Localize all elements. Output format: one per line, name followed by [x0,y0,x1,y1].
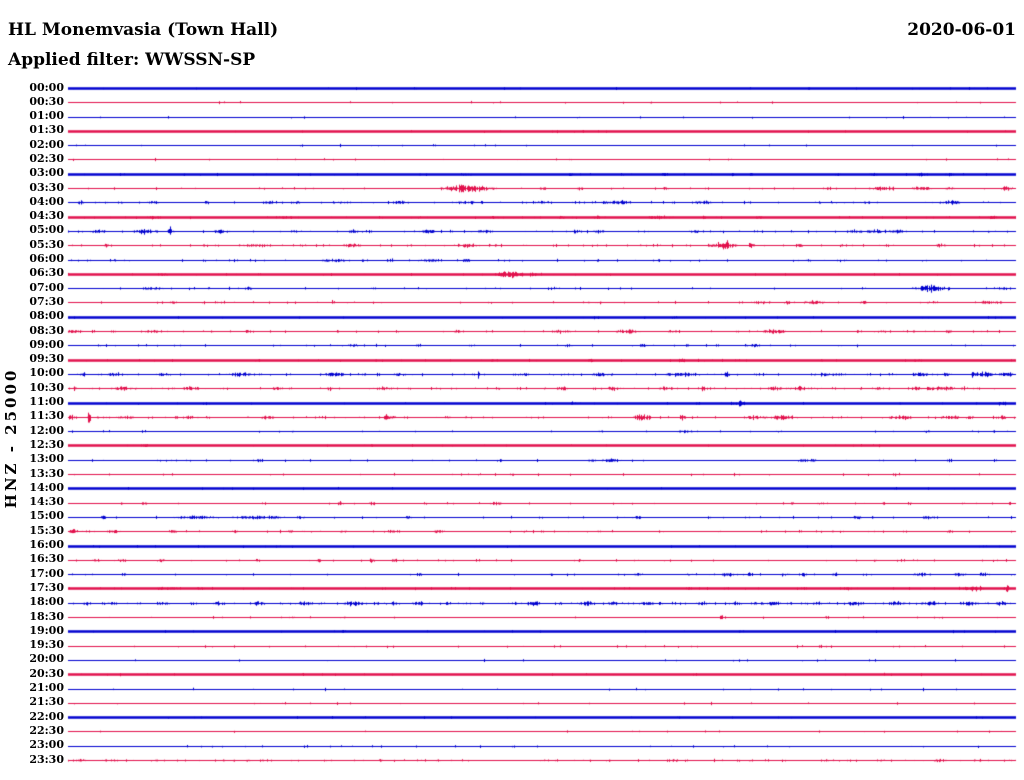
time-label: 00:30 [29,94,64,108]
time-label: 14:00 [29,480,64,494]
time-label: 19:30 [29,638,64,652]
time-label: 12:00 [29,423,64,437]
time-label: 03:30 [29,180,64,194]
time-label: 07:30 [29,294,64,308]
time-label: 21:30 [29,695,64,709]
time-label: 17:30 [29,580,64,594]
time-label: 05:30 [29,237,64,251]
time-label: 09:00 [29,337,64,351]
time-label: 04:00 [29,194,64,208]
time-label: 08:30 [29,323,64,337]
applied-filter-label: Applied filter: WWSSN-SP [8,50,256,70]
time-label: 06:00 [29,252,64,266]
time-label: 04:30 [29,209,64,223]
time-label: 22:30 [29,723,64,737]
record-date: 2020-06-01 [907,20,1016,40]
time-label: 01:30 [29,123,64,137]
time-label: 06:30 [29,266,64,280]
time-label: 10:30 [29,380,64,394]
time-label: 01:00 [29,109,64,123]
time-label: 13:30 [29,466,64,480]
time-label: 05:00 [29,223,64,237]
station-title: HL Monemvasia (Town Hall) [8,20,279,40]
time-label: 20:00 [29,652,64,666]
time-label: 15:00 [29,509,64,523]
time-label: 21:00 [29,681,64,694]
time-label: 07:00 [29,280,64,294]
time-label: 22:00 [29,709,64,723]
time-label: 03:00 [29,166,64,180]
time-label: 16:00 [29,538,64,552]
time-label: 12:30 [29,437,64,451]
time-axis: 00:00 00:30 01:00 01:30 02:00 02:30 03:00 03:30… [0,0,66,780]
time-label: 15:30 [29,523,64,537]
time-label: 18:00 [29,595,64,609]
time-label: 18:30 [29,609,64,623]
time-label: 09:30 [29,352,64,366]
time-label: 11:00 [29,395,64,409]
time-label: 13:00 [29,452,64,466]
time-label: 23:30 [29,752,64,766]
time-label: 11:30 [29,409,64,423]
time-label: 17:00 [29,566,64,580]
time-label: 02:30 [29,151,64,165]
time-label: 10:00 [29,366,64,380]
time-label: 19:00 [29,623,64,637]
time-label: 23:00 [29,738,64,752]
time-label: 20:30 [29,666,64,680]
time-label: 02:00 [29,137,64,151]
time-label: 14:30 [29,495,64,509]
time-label: 08:00 [29,309,64,323]
time-label: 16:30 [29,552,64,566]
time-label: 00:00 [29,80,64,94]
